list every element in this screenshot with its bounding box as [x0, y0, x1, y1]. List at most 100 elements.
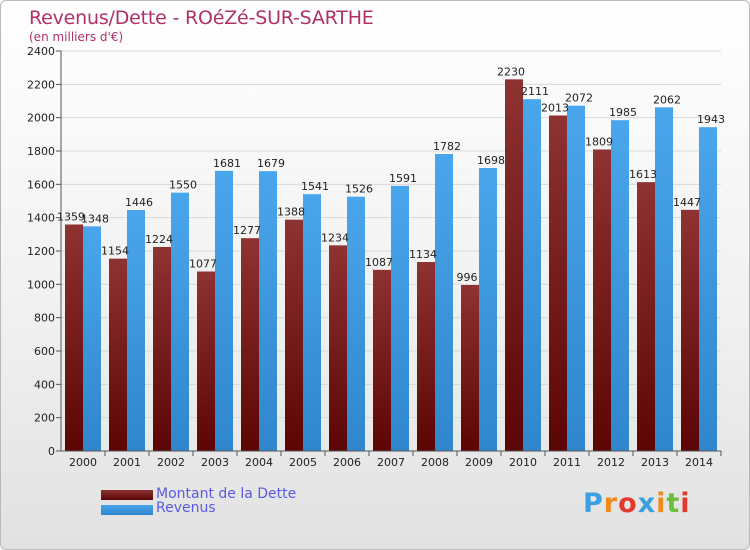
- data-label-revenus: 1782: [433, 140, 461, 153]
- data-label-dette: 1077: [189, 258, 217, 271]
- axes: 0 200 400 600 800 1000 1200 1400 1600 1800 2000 220…: [27, 45, 722, 469]
- y-tick-label: 800: [34, 312, 55, 325]
- bar-dette: [197, 271, 215, 451]
- proxiti-logo: Proxiti: [583, 488, 691, 519]
- y-tick-label: 2000: [27, 112, 55, 125]
- logo-letter: i: [656, 488, 667, 519]
- bar-revenus: [479, 168, 497, 451]
- logo-letter: P: [583, 488, 604, 519]
- data-label-revenus: 1679: [257, 157, 285, 170]
- y-tick-label: 2200: [27, 78, 55, 91]
- data-label-revenus: 1985: [609, 106, 637, 119]
- bar-dette: [681, 209, 699, 451]
- x-tick-label: 2012: [597, 456, 625, 469]
- y-tick-label: 2400: [27, 45, 55, 58]
- y-tick-label: 1000: [27, 278, 55, 291]
- bar-dette: [637, 182, 655, 451]
- x-tick-label: 2009: [465, 456, 493, 469]
- logo-letter: r: [603, 488, 619, 519]
- bar-dette: [109, 258, 127, 451]
- bar-revenus: [259, 171, 277, 451]
- data-label-dette: 1087: [365, 256, 393, 269]
- bar-revenus: [215, 170, 233, 452]
- x-tick-label: 2007: [377, 456, 405, 469]
- x-tick-label: 2008: [421, 456, 449, 469]
- bar-revenus: [655, 107, 673, 451]
- bars: [65, 79, 717, 452]
- x-tick-label: 2011: [553, 456, 581, 469]
- y-tick-label: 1200: [27, 245, 55, 258]
- logo-letter: o: [618, 488, 638, 519]
- data-label-revenus: 1698: [477, 154, 505, 167]
- bar-dette: [417, 262, 435, 451]
- bar-revenus: [303, 194, 321, 451]
- data-label-revenus: 1681: [213, 157, 241, 170]
- data-label-revenus: 1550: [169, 179, 197, 192]
- data-label-dette: 1447: [673, 196, 701, 209]
- bar-dette: [505, 79, 523, 451]
- bar-revenus: [567, 105, 585, 452]
- y-tick-label: 200: [34, 412, 55, 425]
- bar-dette: [593, 149, 611, 451]
- x-tick-label: 2003: [201, 456, 229, 469]
- logo-letter: i: [680, 488, 691, 519]
- bar-revenus: [435, 154, 453, 451]
- data-label-revenus: 1446: [125, 196, 153, 209]
- bar-dette: [549, 115, 567, 451]
- x-tick-label: 2013: [641, 456, 669, 469]
- data-label-dette: 1277: [233, 224, 261, 237]
- data-label-revenus: 1591: [389, 172, 417, 185]
- bar-revenus: [347, 196, 365, 451]
- y-tick-label: 1800: [27, 145, 55, 158]
- bar-revenus: [699, 127, 717, 452]
- bar-dette: [373, 269, 391, 451]
- logo-letter: x: [637, 488, 657, 519]
- y-tick-label: 400: [34, 378, 55, 391]
- x-tick-label: 2002: [157, 456, 185, 469]
- legend-swatch-revenus: [101, 505, 153, 515]
- data-label-revenus: 1943: [697, 113, 725, 126]
- bar-dette: [153, 247, 171, 451]
- y-tick-label: 600: [34, 345, 55, 358]
- x-tick-label: 2004: [245, 456, 273, 469]
- data-label-revenus: 1348: [81, 212, 109, 225]
- legend-label-dette: Montant de la Dette: [156, 486, 297, 502]
- data-label-dette: 1613: [629, 168, 657, 181]
- data-label-dette: 1224: [145, 233, 173, 246]
- data-label-dette: 1234: [321, 231, 349, 244]
- legend-label-revenus: Revenus: [156, 500, 216, 516]
- y-tick-label: 1400: [27, 212, 55, 225]
- data-label-dette: 1134: [409, 248, 437, 261]
- data-label-dette: 2013: [541, 102, 569, 115]
- data-label-dette: 996: [457, 271, 478, 284]
- chart-subtitle: (en milliers d'€): [29, 30, 124, 44]
- x-tick-label: 2006: [333, 456, 361, 469]
- bar-revenus: [611, 120, 629, 452]
- bar-dette: [241, 238, 259, 451]
- x-tick-label: 2014: [685, 456, 713, 469]
- x-tick-label: 2005: [289, 456, 317, 469]
- data-label-revenus: 2072: [565, 92, 593, 105]
- bar-revenus: [127, 210, 145, 451]
- chart-title: Revenus/Dette - ROéZé-SUR-SARTHE: [29, 7, 374, 29]
- data-label-dette: 1388: [277, 206, 305, 219]
- data-label-dette: 1359: [57, 211, 85, 224]
- bar-revenus: [83, 226, 101, 451]
- bar-dette: [285, 219, 303, 451]
- bar-revenus: [523, 99, 541, 452]
- data-label-dette: 1154: [101, 245, 129, 258]
- y-tick-label: 1600: [27, 178, 55, 191]
- x-tick-label: 2001: [113, 456, 141, 469]
- bar-revenus: [391, 185, 409, 452]
- bar-dette: [65, 224, 83, 451]
- x-tick-label: 2000: [69, 456, 97, 469]
- x-tick-label: 2010: [509, 456, 537, 469]
- data-label-revenus: 2111: [521, 85, 549, 98]
- logo-letter: t: [666, 488, 681, 519]
- y-tick-label: 0: [48, 445, 55, 458]
- data-label-dette: 1809: [585, 136, 613, 149]
- bar-dette: [329, 245, 347, 451]
